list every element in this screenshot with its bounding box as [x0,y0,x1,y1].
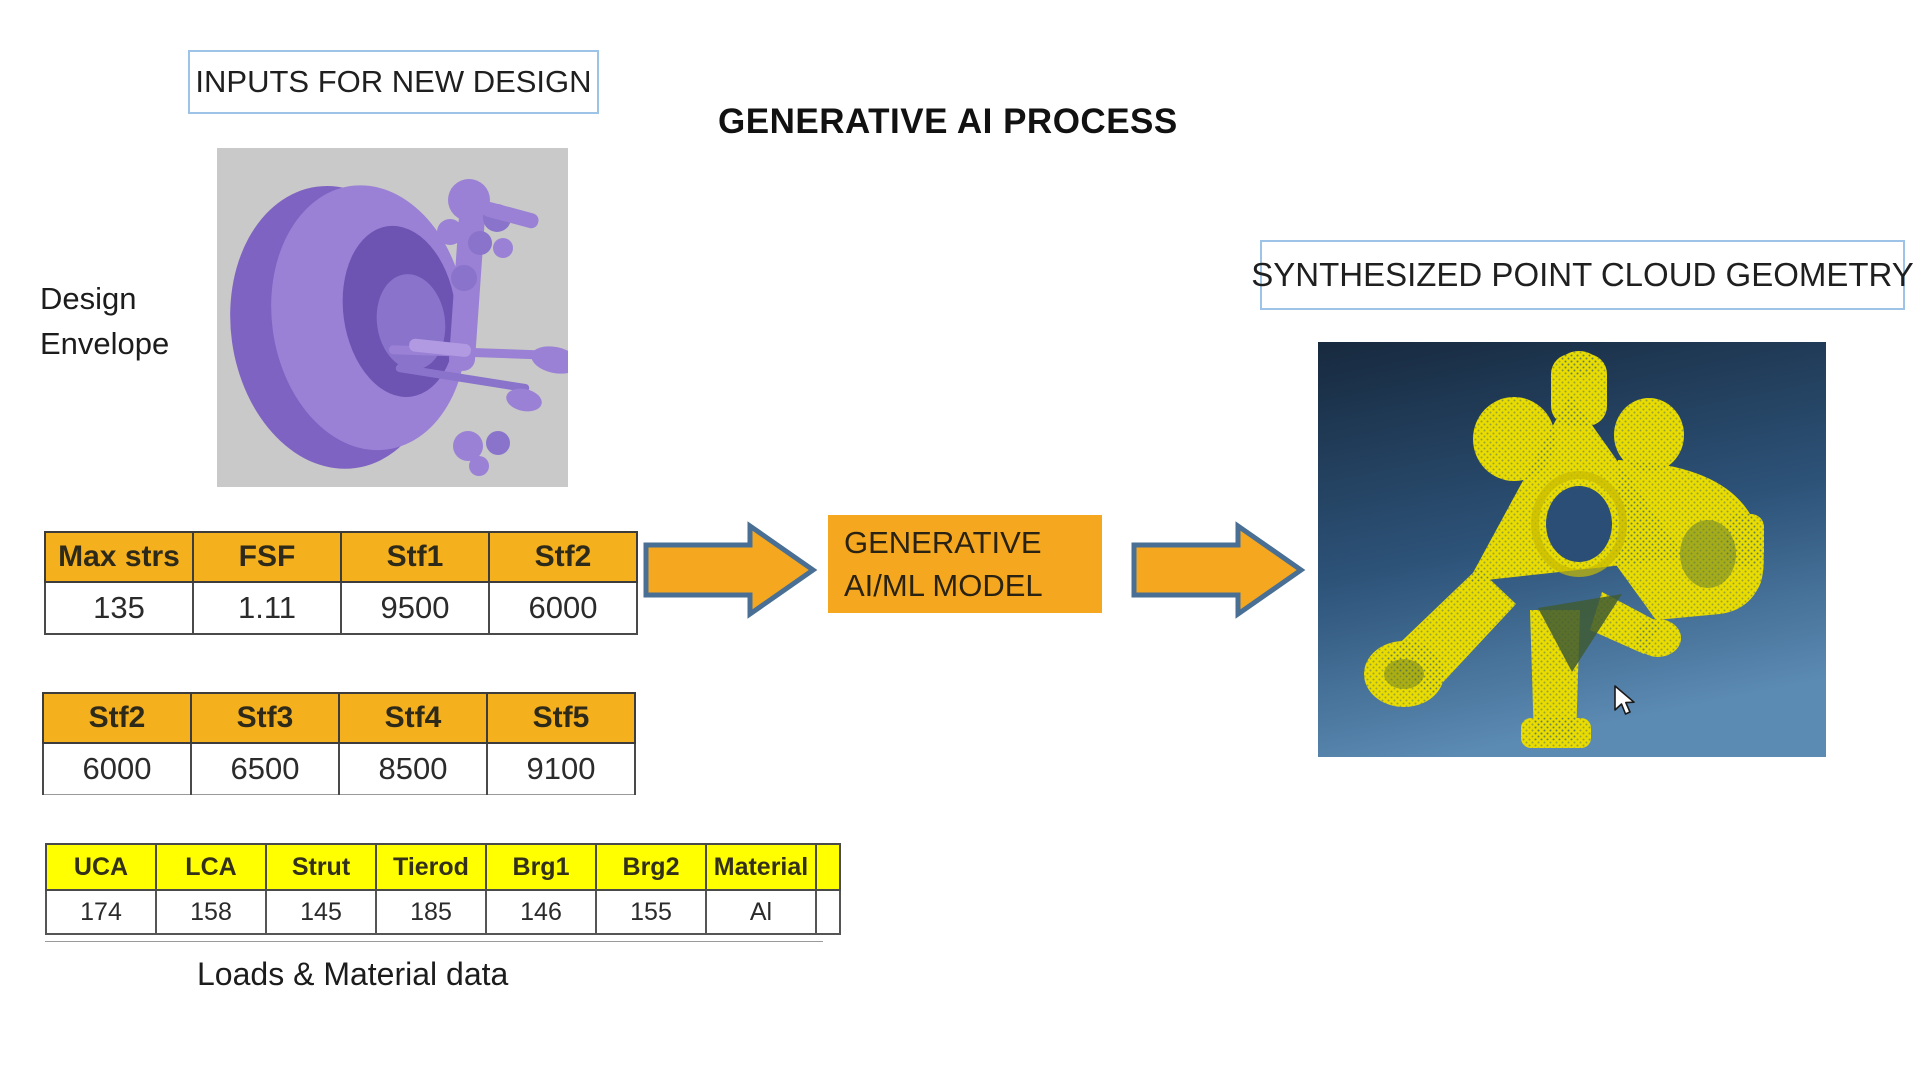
stiffness-table: Stf2 Stf3 Stf4 Stf5 6000 6500 8500 9100 [42,692,636,795]
header-cell: FSF [192,531,342,583]
header-cell: Stf1 [340,531,490,583]
output-title-text: SYNTHESIZED POINT CLOUD GEOMETRY [1251,256,1914,293]
process-title: GENERATIVE AI PROCESS [718,102,1178,141]
flow-arrow-left-icon [643,521,818,619]
value-cell: 8500 [338,742,488,795]
table-bottom-gridline [45,941,823,942]
value-cell: 6500 [190,742,340,795]
loads-material-label: Loads & Material data [197,956,509,992]
header-cell: LCA [155,843,267,891]
flow-arrow-right-icon [1131,521,1306,619]
table-header-row: UCA LCA Strut Tierod Brg1 Brg2 Material [45,843,841,891]
inputs-title-box: INPUTS FOR NEW DESIGN [188,50,599,114]
header-cell: Stf2 [488,531,638,583]
value-cell: 135 [44,581,194,635]
header-cell: Brg1 [485,843,597,891]
value-cell: 158 [155,889,267,935]
value-cell: 9500 [340,581,490,635]
loads-table: UCA LCA Strut Tierod Brg1 Brg2 Material … [45,843,841,935]
ai-model-box-line2: AI/ML MODEL [844,568,1043,603]
header-cell: Max strs [44,531,194,583]
header-cell: Stf3 [190,692,340,744]
mouse-cursor-icon [1614,685,1635,715]
design-envelope-image [217,148,568,487]
value-cell: 174 [45,889,157,935]
stress-table: Max strs FSF Stf1 Stf2 135 1.11 9500 600… [44,531,638,635]
table-row: 174 158 145 185 146 155 Al [45,889,841,935]
table-header-row: Max strs FSF Stf1 Stf2 [44,531,638,583]
value-cell: 6000 [42,742,192,795]
header-cell: Tierod [375,843,487,891]
value-cell: 9100 [486,742,636,795]
point-cloud-image [1318,342,1826,757]
value-cell: 1.11 [192,581,342,635]
table-header-row: Stf2 Stf3 Stf4 Stf5 [42,692,636,744]
header-cell: UCA [45,843,157,891]
value-cell: 6000 [488,581,638,635]
inputs-title-text: INPUTS FOR NEW DESIGN [195,64,592,99]
value-cell: Al [705,889,817,935]
value-cell: 146 [485,889,597,935]
output-title-box: SYNTHESIZED POINT CLOUD GEOMETRY [1251,240,1914,310]
value-cell: 145 [265,889,377,935]
value-cell-clipped [815,889,841,935]
header-cell: Stf2 [42,692,192,744]
header-cell: Stf5 [486,692,636,744]
value-cell: 185 [375,889,487,935]
design-envelope-label: Design Envelope [40,281,170,361]
header-cell: Brg2 [595,843,707,891]
ai-model-box-line1: GENERATIVE [844,525,1042,560]
header-cell: Stf4 [338,692,488,744]
ai-model-box: GENERATIVE AI/ML MODEL [828,515,1102,613]
header-cell-clipped [815,843,841,891]
table-row: 135 1.11 9500 6000 [44,581,638,635]
table-row: 6000 6500 8500 9100 [42,742,636,795]
value-cell: 155 [595,889,707,935]
header-cell: Material [705,843,817,891]
header-cell: Strut [265,843,377,891]
